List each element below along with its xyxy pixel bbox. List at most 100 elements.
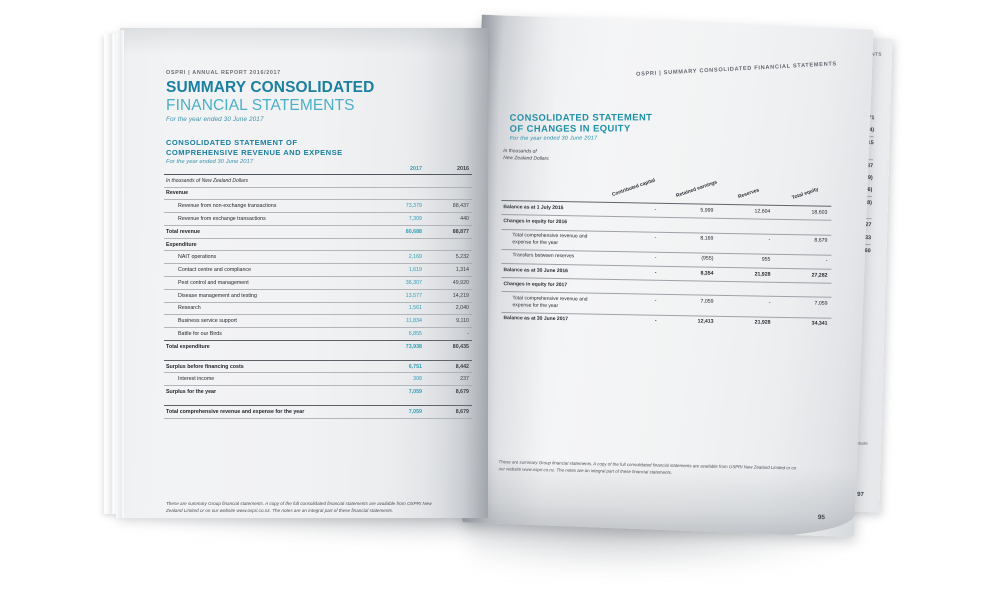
row-value-current: 73,938 (405, 343, 422, 350)
row-value: - (654, 255, 657, 262)
row-value: - (825, 258, 828, 265)
table-units-note: In thousands of New Zealand Dollars (164, 173, 472, 187)
page-94-running-header: OSPRI | ANNUAL REPORT 2016/2017 (166, 70, 281, 76)
row-value-prior: - (425, 331, 472, 337)
row-label: Business service support (178, 318, 237, 325)
row-value-current: 73,379 (405, 203, 422, 210)
table-row: NAIT operations 2,169 5,232 (164, 250, 472, 263)
row-value: 8,679 (814, 237, 828, 244)
row-label: Contact centre and compliance (178, 267, 252, 274)
row-value-prior: 1,314 (425, 267, 472, 273)
row-label: Battle for our Birds (178, 330, 222, 337)
statement-line2: COMPREHENSIVE REVENUE AND EXPENSE (166, 147, 343, 157)
row-value: - (654, 269, 657, 276)
row-value: 8,354 (700, 270, 714, 277)
page-95-sheet: OSPRI | SUMMARY CONSOLIDATED FINANCIAL S… (462, 14, 874, 538)
row-label: Surplus for the year (166, 389, 217, 396)
row-value-current: 80,688 (405, 228, 422, 235)
page-94-title-line1: SUMMARY CONSOLIDATED (166, 79, 375, 96)
table-row: Interest income 308 237 (164, 372, 472, 385)
row-value-current: 308 (413, 376, 422, 383)
page-95-running-header: OSPRI | SUMMARY CONSOLIDATED FINANCIAL S… (635, 61, 838, 78)
page-94-sheet: OSPRI | ANNUAL REPORT 2016/2017 SUMMARY … (120, 28, 488, 518)
row-value-prior: 237 (425, 376, 472, 382)
row-value-prior: 14,219 (425, 293, 472, 299)
row-value-current: 7,309 (408, 215, 422, 222)
row-value-prior: 88,437 (425, 203, 472, 209)
row-value-current: 36,307 (405, 279, 422, 286)
row-value-current: 1,561 (408, 305, 422, 312)
page-94-title-block: SUMMARY CONSOLIDATED FINANCIAL STATEMENT… (166, 79, 375, 123)
equity-col-contributed-capital: Contributed capital (611, 177, 657, 199)
row-value-current: 7,059 (408, 408, 422, 415)
row-value: (955) (701, 255, 714, 263)
row-label: Revenue (166, 190, 189, 197)
table-row: Pest control and management 36,307 49,92… (164, 275, 472, 289)
row-value-current: 2,169 (408, 254, 422, 261)
row-value-prior: 440 (425, 216, 472, 222)
table-bottom-rule (164, 417, 472, 419)
page-94-title-line2: FINANCIAL STATEMENTS (166, 96, 355, 114)
statement-line1: CONSOLIDATED STATEMENT OF (166, 138, 298, 147)
row-value: - (768, 299, 771, 306)
table-year-headers: 2017 2016 (164, 166, 472, 174)
row-value-prior: 8,679 (425, 409, 472, 415)
row-value: 955 (761, 256, 771, 264)
comprehensive-revenue-table: 2017 2016 In thousands of New Zealand Do… (164, 166, 472, 419)
row-label: NAIT operations (178, 254, 217, 261)
page-edge-stack-inner (116, 30, 124, 518)
equity-col-reserves: Reserves (737, 187, 761, 201)
table-row: Revenue from exchange transactions 7,309… (164, 212, 472, 225)
row-value: - (654, 234, 657, 241)
row-label: Revenue from non-exchange transactions (178, 203, 277, 210)
year-prior: 2016 (425, 166, 472, 172)
row-value: 12,604 (754, 208, 771, 215)
table-row: Surplus for the year 7,059 8,679 (164, 385, 472, 398)
table-row: Expenditure (164, 237, 472, 251)
table-row: Total expenditure 73,938 80,435 (164, 339, 472, 353)
page-94-gutter-shading (424, 28, 488, 518)
row-value: 7,059 (700, 298, 714, 305)
row-value-prior: 5,232 (425, 254, 472, 260)
row-value: 21,928 (754, 319, 771, 326)
page-94-footnote: These are summary Group financial statem… (166, 501, 432, 514)
row-label: Research (178, 305, 201, 312)
page-97-number: 97 (857, 491, 864, 499)
row-label: Total revenue (166, 228, 201, 235)
row-value-current: 13,577 (405, 292, 422, 299)
row-value-prior: 49,920 (425, 280, 472, 286)
row-value-prior: 88,877 (425, 229, 472, 235)
row-value: 12,413 (697, 318, 714, 325)
row-label: Revenue from exchange transactions (178, 215, 266, 222)
table-row: Contact centre and compliance 1,619 1,31… (164, 263, 472, 276)
row-value-current: 1,619 (408, 267, 422, 274)
row-value: 7,059 (814, 300, 828, 307)
row-label: Expenditure (166, 241, 197, 248)
row-value-prior: 2,040 (425, 305, 472, 311)
row-value: - (654, 297, 657, 304)
row-label: Disease management and testing (178, 292, 257, 299)
row-value: 5,999 (700, 207, 714, 214)
row-value: - (654, 317, 657, 324)
table-row: Revenue (164, 186, 472, 200)
row-label: Total expenditure (166, 343, 210, 350)
row-value: - (768, 236, 771, 243)
row-value: 8,169 (700, 235, 714, 242)
row-value: 18,603 (811, 209, 828, 216)
row-label: Pest control and management (178, 279, 249, 286)
page-94-statement-heading: CONSOLIDATED STATEMENT OF COMPREHENSIVE … (166, 138, 343, 165)
table-row: Total comprehensive revenue and expense … (164, 405, 472, 418)
row-label: Interest income (178, 376, 215, 383)
row-value-prior: 80,435 (425, 344, 472, 350)
page-94-top-shading (120, 28, 488, 54)
table-row: Disease management and testing 13,577 14… (164, 288, 472, 302)
table-row: Revenue from non-exchange transactions 7… (164, 199, 472, 212)
table-row: Battle for our Birds 6,855 - (164, 327, 472, 340)
row-value-current: 6,751 (408, 363, 422, 370)
row-value: - (654, 206, 657, 213)
row-value-current: 7,059 (408, 389, 422, 396)
table-row: Research 1,561 2,040 (164, 301, 472, 315)
table-row: Business service support 11,834 9,110 (164, 314, 472, 327)
row-value: 34,341 (811, 320, 828, 327)
